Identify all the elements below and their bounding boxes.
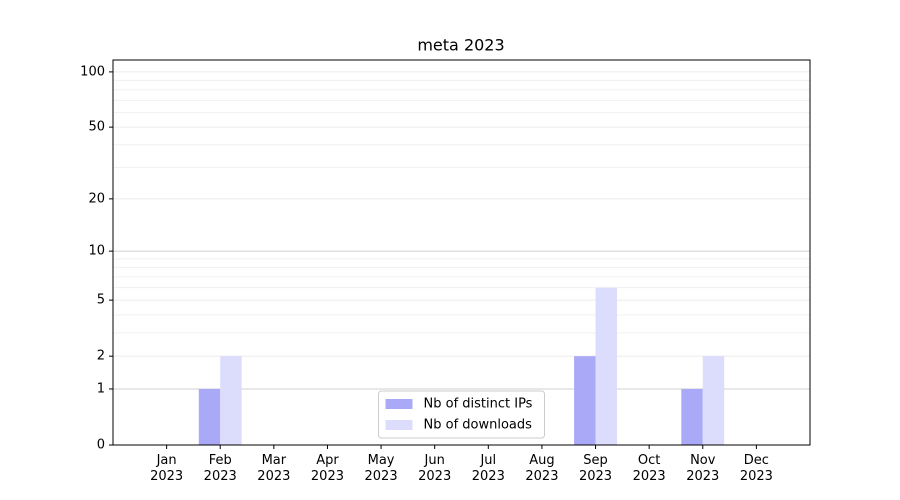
y-tick-label: 10 bbox=[88, 244, 105, 259]
x-tick-label: Mar 2023 bbox=[257, 453, 291, 484]
y-tick-label: 100 bbox=[80, 64, 105, 79]
x-tick-label: Sep 2023 bbox=[578, 453, 613, 484]
y-tick-label: 1 bbox=[97, 381, 105, 396]
bar bbox=[574, 356, 596, 445]
x-tick-label: Dec 2023 bbox=[739, 453, 773, 484]
x-tick-label: Apr 2023 bbox=[310, 453, 344, 484]
legend-label: Nb of distinct IPs bbox=[424, 397, 533, 412]
bar bbox=[220, 356, 242, 445]
bar bbox=[681, 388, 703, 445]
legend-swatch bbox=[385, 399, 413, 409]
x-tick-label: Jan 2023 bbox=[150, 453, 184, 484]
y-tick-label: 2 bbox=[97, 349, 105, 364]
chart-title: meta 2023 bbox=[417, 36, 504, 55]
bar bbox=[198, 388, 221, 445]
x-tick-label: Feb 2023 bbox=[203, 453, 237, 484]
x-tick-label: Jun 2023 bbox=[418, 453, 452, 484]
bar bbox=[595, 287, 617, 445]
x-tick-label: Jul 2023 bbox=[471, 453, 505, 484]
bar bbox=[702, 356, 725, 445]
legend-label: Nb of downloads bbox=[424, 418, 533, 433]
x-tick-label: May 2023 bbox=[364, 453, 398, 484]
y-tick-label: 20 bbox=[88, 191, 105, 206]
x-tick-label: Nov 2023 bbox=[686, 453, 720, 484]
y-tick-label: 0 bbox=[97, 438, 105, 453]
plot-frame bbox=[112, 59, 811, 446]
legend-swatch bbox=[385, 420, 413, 430]
legend-box bbox=[378, 390, 545, 439]
x-tick-label: Oct 2023 bbox=[632, 453, 666, 484]
y-tick-label: 5 bbox=[97, 293, 105, 308]
y-tick-label: 50 bbox=[88, 120, 105, 135]
x-tick-label: Aug 2023 bbox=[525, 453, 559, 484]
